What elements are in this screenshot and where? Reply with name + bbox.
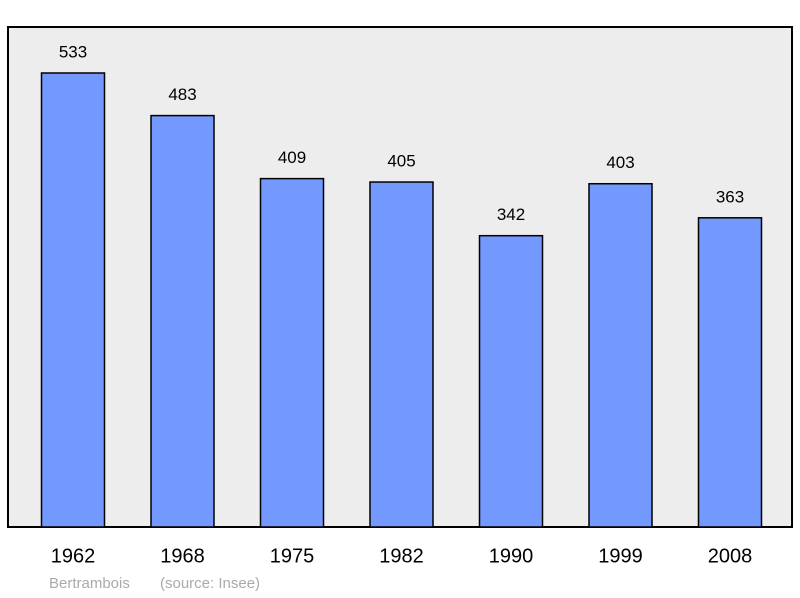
x-tick-label: 1968	[160, 545, 205, 567]
bar	[478, 234, 544, 528]
source: (source: Insee)	[160, 575, 260, 592]
bars	[40, 72, 763, 528]
bar	[150, 114, 215, 528]
x-tick-label: 1990	[489, 545, 534, 567]
caption: Bertrambois	[49, 575, 130, 592]
value-label: 405	[387, 152, 415, 171]
value-label: 363	[716, 187, 744, 206]
value-label: 409	[278, 148, 306, 167]
x-tick-label: 2008	[708, 545, 753, 567]
bar	[369, 181, 434, 528]
bar	[588, 182, 653, 528]
value-label: 403	[606, 153, 634, 172]
x-tick-label: 1999	[598, 545, 643, 567]
value-label: 342	[497, 205, 525, 224]
x-tick-label: 1982	[379, 545, 424, 567]
x-tick-label: 1975	[270, 545, 315, 567]
value-label: 483	[168, 85, 196, 104]
bar	[40, 72, 106, 528]
bar	[697, 217, 763, 528]
bar	[259, 177, 325, 528]
x-tick-label: 1962	[51, 545, 96, 567]
value-label: 533	[59, 42, 87, 61]
